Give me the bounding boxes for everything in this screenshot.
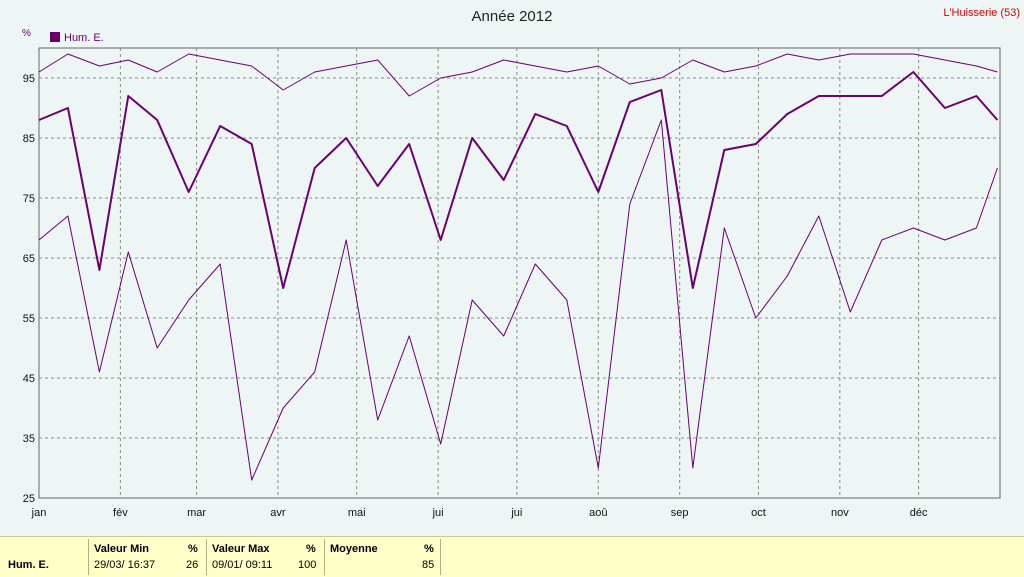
summary-divider bbox=[440, 539, 441, 575]
plot-area bbox=[38, 47, 1001, 499]
legend-label: Hum. E. bbox=[64, 32, 104, 44]
max-date: 09/01/ 09:11 bbox=[212, 559, 273, 571]
x-tick-label: fév bbox=[113, 507, 128, 519]
mean-value: 85 bbox=[422, 559, 435, 571]
y-tick-label: 25 bbox=[23, 493, 35, 505]
max-header: Valeur Max bbox=[212, 543, 270, 555]
mean-unit: % bbox=[424, 543, 434, 555]
summary-divider bbox=[88, 539, 89, 575]
y-tick-label: 85 bbox=[23, 133, 35, 145]
summary-panel: Hum. E. Valeur Min % 29/03/ 16:37 26 Val… bbox=[0, 536, 1024, 577]
x-tick-label: sep bbox=[671, 507, 689, 519]
summary-divider bbox=[324, 539, 325, 575]
min-value: 26 bbox=[186, 559, 199, 571]
grid-lines bbox=[39, 48, 1000, 498]
x-tick-label: mar bbox=[187, 507, 206, 519]
y-tick-label: 75 bbox=[23, 193, 35, 205]
min-date: 29/03/ 16:37 bbox=[94, 559, 156, 571]
min-header: Valeur Min bbox=[94, 543, 150, 555]
summary-divider bbox=[206, 539, 207, 575]
x-tick-label: nov bbox=[831, 507, 849, 519]
series-line-min bbox=[38, 119, 998, 481]
y-axis-unit: % bbox=[22, 28, 31, 39]
series-line-max bbox=[38, 53, 998, 97]
x-tick-label: déc bbox=[910, 507, 928, 519]
x-tick-label: oct bbox=[751, 507, 766, 519]
station-name: L'Huisserie (53) bbox=[943, 7, 1020, 19]
summary-series-label: Hum. E. bbox=[8, 559, 49, 571]
max-value: 100 bbox=[298, 559, 317, 571]
x-tick-label: jui bbox=[510, 507, 522, 519]
x-tick-label: avr bbox=[270, 507, 286, 519]
y-tick-label: 45 bbox=[23, 373, 35, 385]
x-tick-labels: jan fév mar avr mai jui jui aoû sep oct nov déc bbox=[31, 507, 928, 519]
chart-title: Année 2012 bbox=[472, 8, 553, 25]
legend-swatch bbox=[50, 32, 60, 42]
y-tick-label: 35 bbox=[23, 433, 35, 445]
series-line-mean bbox=[38, 71, 999, 289]
humidity-chart: Année 2012 L'Huisserie (53) % Hum. E. 25… bbox=[22, 7, 1020, 519]
min-unit: % bbox=[188, 543, 198, 555]
y-tick-label: 95 bbox=[23, 73, 35, 85]
y-tick-label: 55 bbox=[23, 313, 35, 325]
x-tick-label: mai bbox=[348, 507, 366, 519]
mean-header: Moyenne bbox=[330, 543, 378, 555]
y-tick-label: 65 bbox=[23, 253, 35, 265]
x-tick-label: jan bbox=[31, 507, 47, 519]
data-series bbox=[38, 53, 999, 481]
y-tick-labels: 25 35 45 55 65 75 85 95 bbox=[23, 73, 35, 505]
x-tick-label: aoû bbox=[589, 507, 607, 519]
max-unit: % bbox=[306, 543, 316, 555]
x-tick-label: jui bbox=[432, 507, 444, 519]
